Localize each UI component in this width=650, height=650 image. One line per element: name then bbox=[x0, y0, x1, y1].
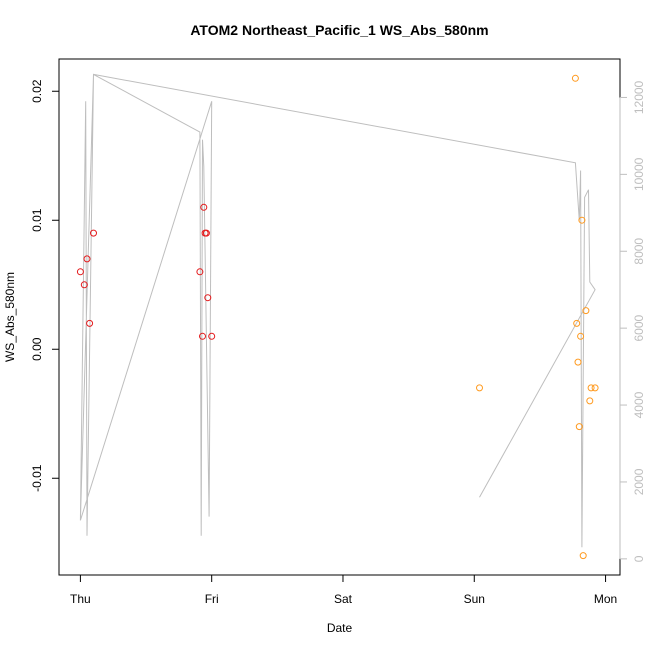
data-point-series-2 bbox=[575, 423, 583, 431]
data-point-series-2 bbox=[591, 384, 599, 392]
data-point-series-1 bbox=[199, 332, 206, 340]
data-point-series-1 bbox=[204, 294, 212, 302]
data-point-series-2 bbox=[579, 552, 587, 560]
y-tick-label: -0.01 bbox=[30, 464, 44, 492]
points-layer bbox=[76, 74, 599, 560]
data-point-series-1 bbox=[208, 332, 216, 340]
x-tick-label: Fri bbox=[205, 592, 219, 606]
data-point-series-1 bbox=[80, 281, 88, 289]
data-point-series-2 bbox=[476, 384, 483, 392]
data-point-series-2 bbox=[571, 74, 579, 82]
x-tick-label: Sat bbox=[334, 592, 353, 606]
y2-tick-label: 12000 bbox=[632, 80, 646, 114]
data-point-series-2 bbox=[574, 358, 582, 366]
data-point-series-1 bbox=[200, 203, 208, 211]
data-point-series-1 bbox=[202, 229, 210, 237]
y2-tick-label: 0 bbox=[632, 555, 646, 562]
data-point-series-2 bbox=[577, 332, 585, 340]
data-point-series-1 bbox=[76, 268, 84, 276]
y-tick-label: 0.01 bbox=[30, 208, 44, 232]
y2-tick-label: 6000 bbox=[632, 314, 646, 341]
axes-layer: Thu Fri Sat Sun Mon -0.01 0.00 0.01 0.02 0 2000 400… bbox=[30, 79, 646, 606]
data-point-series-2 bbox=[573, 319, 581, 327]
x-tick-label: Thu bbox=[70, 592, 91, 606]
data-point-series-2 bbox=[578, 216, 586, 224]
data-point-series-1 bbox=[196, 268, 204, 276]
y2-tick-label: 2000 bbox=[632, 468, 646, 495]
y2-tick-label: 10000 bbox=[632, 157, 646, 191]
y-axis-label: WS_Abs_580nm bbox=[3, 272, 17, 362]
y2-tick-label: 8000 bbox=[632, 238, 646, 265]
data-point-series-1 bbox=[83, 255, 91, 263]
y2-tick-label: 4000 bbox=[632, 391, 646, 418]
chart-title: ATOM2 Northeast_Pacific_1 WS_Abs_580nm bbox=[190, 22, 488, 38]
x-axis-label: Date bbox=[327, 621, 353, 635]
x-tick-label: Mon bbox=[594, 592, 617, 606]
secondary-line-layer bbox=[79, 73, 596, 548]
y-tick-label: 0.02 bbox=[30, 79, 44, 103]
y-tick-label: 0.00 bbox=[30, 337, 44, 361]
secondary-series-line bbox=[79, 73, 596, 548]
x-tick-label: Sun bbox=[464, 592, 485, 606]
data-point-series-1 bbox=[86, 319, 94, 327]
plot-frame bbox=[58, 58, 621, 576]
data-point-series-2 bbox=[582, 307, 590, 315]
data-point-series-2 bbox=[587, 384, 595, 392]
data-point-series-1 bbox=[90, 229, 97, 237]
data-point-series-2 bbox=[586, 397, 594, 405]
